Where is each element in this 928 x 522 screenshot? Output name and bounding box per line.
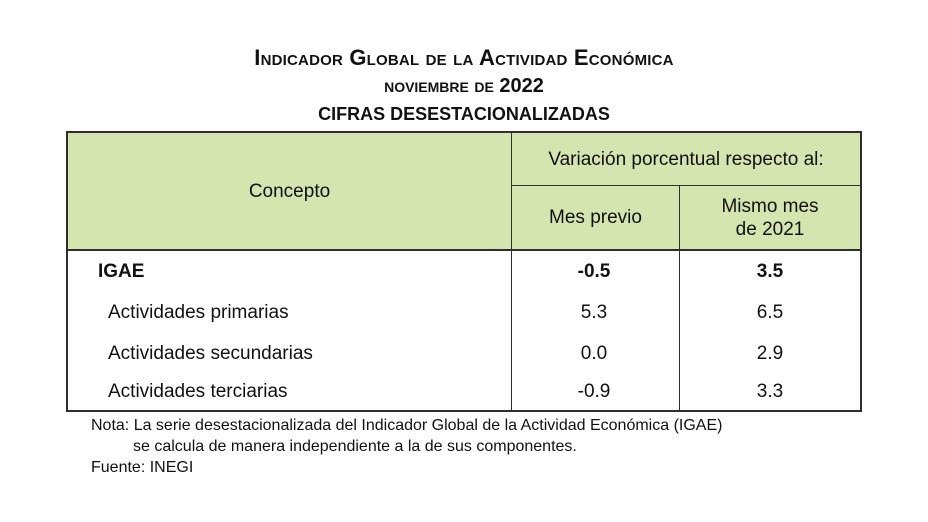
- title-line-3: CIFRAS DESESTACIONALIZADAS: [318, 104, 610, 124]
- header-variacion: Variación porcentual respecto al:: [548, 148, 824, 170]
- row-label: IGAE: [98, 260, 145, 282]
- row-mismo-mes: 2.9: [756, 342, 784, 364]
- title-line-2: noviembre de 2022: [384, 75, 544, 97]
- row-label: Actividades primarias: [108, 301, 289, 323]
- header-mismo-mes: Mismo mes de 2021: [680, 186, 860, 249]
- header-mes-previo: Mes previo: [549, 207, 642, 228]
- igae-table: Concepto Variación porcentual respecto a…: [66, 131, 862, 412]
- header-mismo-mes-line2: de 2021: [735, 218, 805, 240]
- row-mismo-mes: 3.3: [756, 380, 784, 402]
- table-row-primarias: Actividades primarias 5.3 6.5: [68, 292, 860, 333]
- table-row-igae: IGAE -0.5 3.5: [68, 251, 860, 292]
- header-mismo-mes-line1: Mismo mes: [721, 195, 819, 217]
- table-notes: Nota: La serie desestacionalizada del In…: [91, 415, 722, 478]
- body-divider-1: [511, 249, 512, 412]
- row-mismo-mes: 3.5: [756, 260, 784, 282]
- row-mismo-mes: 6.5: [756, 301, 784, 323]
- title-line-1: Indicador Global de la Actividad Económi…: [254, 45, 674, 70]
- header-concepto: Concepto: [248, 180, 331, 202]
- nota-line-2: se calcula de manera independiente a la …: [133, 438, 577, 455]
- header-divider-horizontal: [511, 185, 860, 186]
- row-mes-previo: 0.0: [580, 342, 608, 364]
- document-title: Indicador Global de la Actividad Económi…: [0, 44, 928, 127]
- nota-line-1: Nota: La serie desestacionalizada del In…: [91, 417, 723, 434]
- table-row-terciarias: Actividades terciarias -0.9 3.3: [68, 371, 860, 412]
- row-mes-previo: 5.3: [580, 301, 608, 323]
- row-mes-previo: -0.9: [577, 380, 611, 402]
- row-mes-previo: -0.5: [577, 260, 611, 282]
- header-divider-subcolumns: [679, 185, 680, 249]
- table-row-secundarias: Actividades secundarias 0.0 2.9: [68, 333, 860, 374]
- table-header: [68, 133, 860, 251]
- header-divider-vertical: [511, 133, 512, 249]
- fuente-line: Fuente: INEGI: [91, 459, 194, 476]
- row-label: Actividades terciarias: [108, 380, 288, 402]
- row-label: Actividades secundarias: [108, 342, 313, 364]
- body-divider-2: [679, 249, 680, 412]
